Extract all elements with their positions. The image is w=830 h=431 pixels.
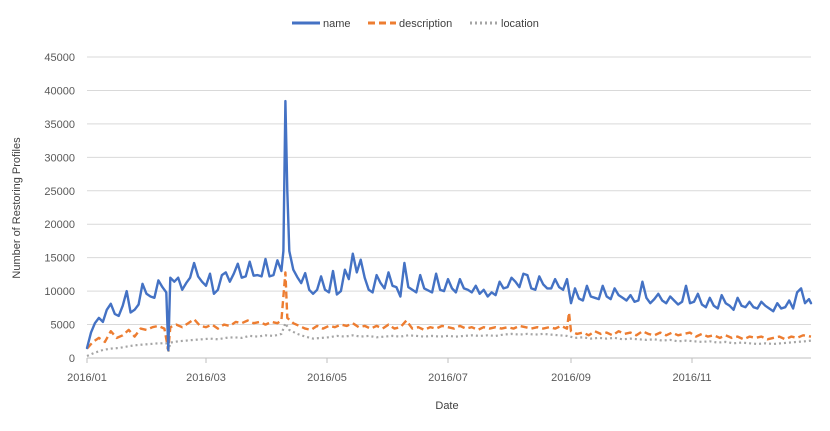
x-tick-label: 2016/05: [307, 372, 347, 384]
x-axis-title: Date: [435, 400, 458, 412]
x-tick-label: 2016/09: [551, 372, 591, 384]
x-axis: 2016/01 2016/03 2016/05 2016/07 2016/09 2016/…: [67, 357, 811, 384]
y-tick-label: 45000: [44, 52, 75, 64]
y-axis-title: Number of Restoring Profiles: [11, 137, 23, 279]
y-tick-label: 15000: [44, 253, 75, 265]
y-tick-label: 25000: [44, 186, 75, 198]
x-tick-label: 2016/03: [186, 372, 226, 384]
x-tick-label: 2016/07: [428, 372, 468, 384]
y-tick-label: 10000: [44, 286, 75, 298]
x-tick-label: 2016/01: [67, 372, 107, 384]
x-tick-label: 2016/11: [673, 372, 712, 384]
y-tick-label: 30000: [44, 152, 75, 164]
y-tick-label: 5000: [51, 320, 75, 332]
legend-label-location: location: [501, 18, 539, 30]
legend: name description location: [292, 18, 539, 30]
y-tick-label: 0: [69, 353, 75, 365]
y-tick-label: 20000: [44, 219, 75, 231]
legend-label-description: description: [399, 18, 452, 30]
y-tick-label: 40000: [44, 85, 75, 97]
plot-area: [85, 99, 813, 358]
legend-label-name: name: [323, 18, 351, 30]
gridlines: [87, 56, 811, 359]
series-line-description: [86, 271, 812, 352]
y-axis: 0 5000 10000 15000 20000 25000 30000 35000 40000…: [44, 52, 75, 365]
y-tick-label: 35000: [44, 119, 75, 131]
series-line-name: [85, 99, 813, 352]
